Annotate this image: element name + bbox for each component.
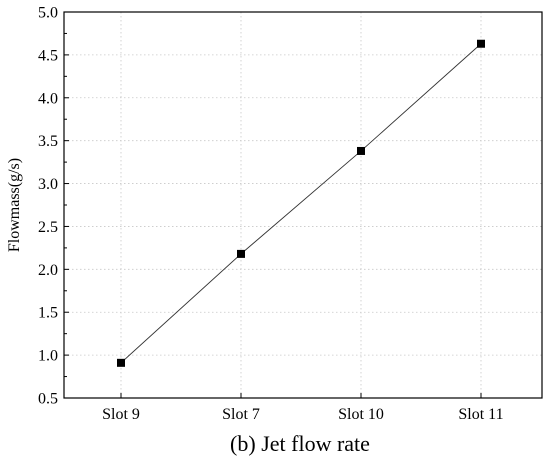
- x-axis: Slot 9 Slot 7 Slot 10 Slot 11: [102, 393, 504, 423]
- y-tick-label: 4.0: [38, 90, 58, 107]
- y-axis: 0.5 1.0 1.5 2.0 2.5 3.0 3.5 4.0 4.5 5.0: [38, 5, 69, 408]
- y-tick-label: 2.0: [38, 262, 58, 279]
- grid: [64, 12, 542, 398]
- series-markers: [117, 39, 485, 367]
- data-point-marker: [477, 39, 485, 48]
- x-tick-label: Slot 10: [338, 406, 384, 423]
- y-tick-label: 4.5: [38, 47, 58, 64]
- chart-caption: (b) Jet flow rate: [230, 431, 370, 456]
- x-tick-label: Slot 11: [458, 406, 503, 423]
- x-tick-label: Slot 9: [102, 406, 140, 423]
- x-tick-label: Slot 7: [222, 406, 260, 423]
- y-axis-title: Flowmass(g/s): [6, 158, 23, 252]
- y-tick-label: 3.5: [38, 133, 58, 150]
- y-tick-label: 0.5: [38, 391, 58, 408]
- y-tick-label: 3.0: [38, 176, 58, 193]
- series-line: [120, 43, 482, 364]
- data-point-marker: [357, 146, 365, 155]
- y-tick-label: 2.5: [38, 219, 58, 236]
- data-point-marker: [237, 249, 245, 258]
- y-tick-label: 1.0: [38, 348, 58, 365]
- y-tick-label: 1.5: [38, 305, 58, 322]
- plot-frame: [63, 11, 543, 399]
- data-point-marker: [117, 358, 125, 367]
- y-tick-label: 5.0: [38, 5, 58, 22]
